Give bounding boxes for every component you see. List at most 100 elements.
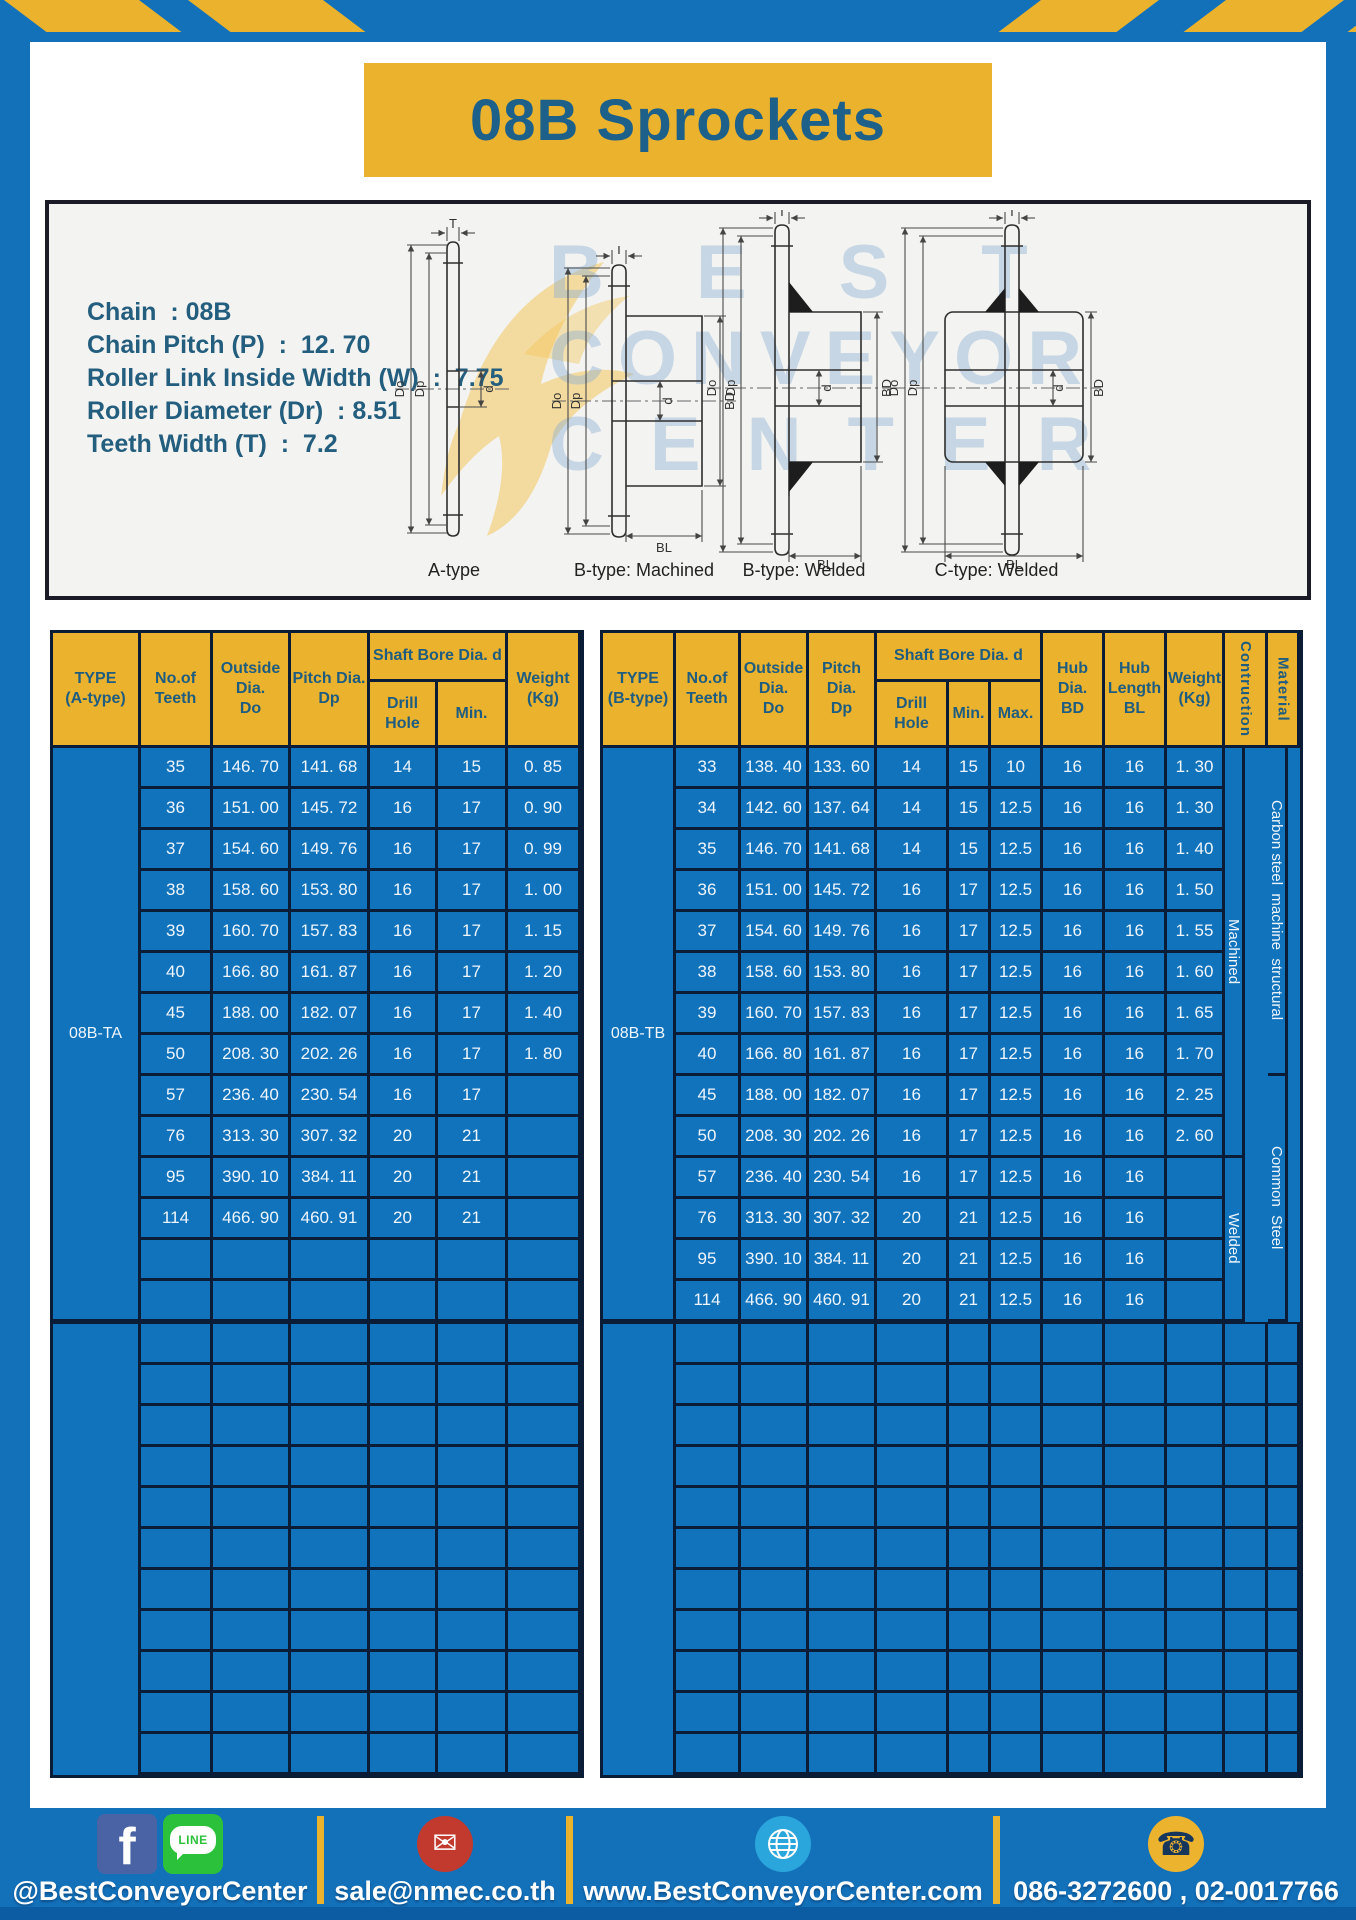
table-row-empty [141,1693,581,1734]
pitch-dia-cell: 307. 32 [809,1199,877,1240]
empty-cell [1167,1734,1225,1775]
empty-cell [141,1406,213,1447]
empty-cell [1167,1570,1225,1611]
empty-cell [1268,1365,1300,1406]
weight-cell: 1. 30 [1167,748,1225,789]
weight-cell: 0. 85 [508,748,581,789]
max-cell: 12.5 [991,871,1043,912]
drill-hole-cell: 14 [877,830,949,871]
empty-cell [1105,1652,1167,1693]
drill-hole-cell: 16 [370,953,438,994]
table-row-empty [676,1447,1225,1488]
table-row-empty [141,1734,581,1775]
min-cell: 17 [949,953,991,994]
empty-cell [1167,1529,1225,1570]
empty-cell [809,1406,877,1447]
outside-dia-cell: 154. 60 [213,830,291,871]
empty-cell [438,1734,508,1775]
empty-cell [370,1406,438,1447]
dim-t-label: T [778,210,786,219]
empty-cell [141,1324,213,1365]
phone-numbers: 086-3272600 , 02-0017766 [1013,1876,1339,1906]
phone-icon: ☎ [1148,1815,1204,1872]
col-header-outside-dia: Outside Dia. Do [213,633,291,748]
weight-cell: 0. 90 [508,789,581,830]
drill-hole-cell: 16 [877,1158,949,1199]
outside-dia-cell: 236. 40 [741,1158,809,1199]
empty-cell [809,1693,877,1734]
pitch-dia-cell: 157. 83 [291,912,370,953]
content-area: 08B Sprockets BEST CONVEYOR CENTER [30,42,1326,1808]
drill-hole-cell [370,1281,438,1322]
a-type-table-header: TYPE (A-type) No.of Teeth Outside Dia. D… [53,633,581,748]
watermark-line: CONVEYOR [549,316,1096,401]
teeth-cell: 35 [141,748,213,789]
empty-cell [741,1570,809,1611]
empty-cell [1268,1570,1300,1611]
weight-cell: 0. 99 [508,830,581,871]
empty-cell [141,1693,213,1734]
empty-cell [438,1324,508,1365]
max-cell: 12.5 [991,994,1043,1035]
weight-cell: 1. 15 [508,912,581,953]
empty-cell [991,1652,1043,1693]
weight-cell: 1. 30 [1167,789,1225,830]
weight-cell: 1. 70 [1167,1035,1225,1076]
empty-cell [809,1570,877,1611]
outside-dia-cell: 166. 80 [741,1035,809,1076]
weight-cell: 1. 00 [508,871,581,912]
empty-cell [741,1406,809,1447]
empty-cell [877,1447,949,1488]
empty-cell [370,1570,438,1611]
empty-cell [676,1324,741,1365]
a-type-label: A-type [427,560,481,580]
weight-cell [508,1117,581,1158]
weight-cell: 1. 55 [1167,912,1225,953]
empty-cell [213,1693,291,1734]
empty-cell [1225,1406,1268,1447]
table-row: 76 313. 30 307. 32 20 21 12.5 16 16 [676,1199,1225,1240]
decor-stripe [4,0,182,32]
table-row-empty [676,1611,1225,1652]
empty-cell [1167,1652,1225,1693]
empty-cell [1268,1447,1300,1488]
teeth-cell: 45 [676,1076,741,1117]
hub-length-cell: 16 [1105,1199,1167,1240]
dim-bl-label: BL [817,557,833,570]
empty-cell [1105,1406,1167,1447]
dim-dp-label: Dp [723,380,738,397]
col-header-type: TYPE (B-type) [603,633,676,748]
empty-cell [1225,1611,1268,1652]
empty-cell [1225,1734,1268,1775]
table-row-empty [141,1529,581,1570]
empty-cell [141,1488,213,1529]
outside-dia-cell: 138. 40 [741,748,809,789]
outside-dia-cell: 158. 60 [213,871,291,912]
weight-cell [508,1240,581,1281]
empty-cell [291,1734,370,1775]
outside-dia-cell: 142. 60 [741,789,809,830]
empty-cell [877,1324,949,1365]
table-row-empty [676,1406,1225,1447]
teeth-cell: 95 [676,1240,741,1281]
empty-cell [676,1488,741,1529]
b-type-welded-label: B-type: Welded [742,560,866,580]
dim-bd-label: BD [879,379,894,397]
teeth-cell: 40 [676,1035,741,1076]
drill-hole-cell: 16 [370,789,438,830]
hub-dia-cell: 16 [1043,1240,1105,1281]
b-type-table-body: 08B-TB 33 138. 40 133. 60 14 15 10 16 16 [603,748,1300,1322]
min-cell: 15 [949,830,991,871]
empty-cell [213,1447,291,1488]
website-url: www.BestConveyorCenter.com [583,1876,983,1906]
outside-dia-cell: 313. 30 [741,1199,809,1240]
type-cell-empty [53,1324,141,1775]
table-row [141,1281,581,1322]
empty-cell [370,1365,438,1406]
weight-cell [508,1281,581,1322]
empty-cell [1225,1570,1268,1611]
weight-cell [508,1158,581,1199]
a-type-empty-section [53,1322,581,1775]
table-row-empty [141,1488,581,1529]
footer-divider [566,1816,573,1904]
